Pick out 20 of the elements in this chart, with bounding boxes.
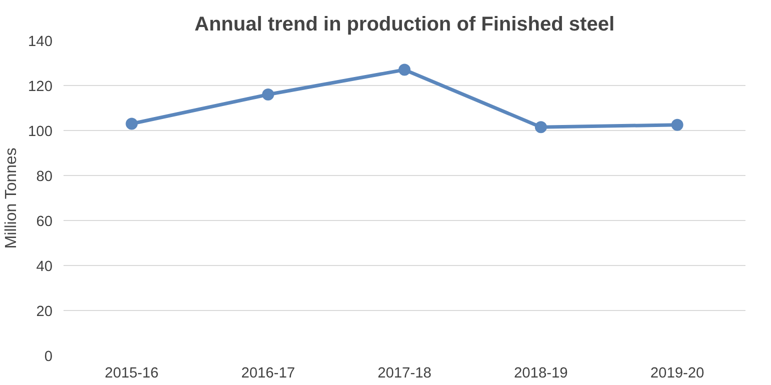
y-tick-label: 40: [36, 259, 53, 275]
x-tick-label: 2018-19: [514, 366, 568, 382]
x-tick-label: 2019-20: [650, 366, 704, 382]
y-tick-label: 80: [36, 169, 53, 185]
point: [398, 64, 410, 76]
y-tick-label: 0: [44, 349, 53, 365]
point: [262, 88, 274, 100]
point: [671, 118, 684, 131]
x-tick-label: 2015-16: [104, 366, 159, 382]
y-tick-label: 20: [36, 304, 53, 320]
x-tick-label: 2016-17: [241, 366, 296, 382]
x-tick-label: 2017-18: [378, 366, 432, 382]
y-tick-label: 60: [36, 214, 53, 230]
point: [534, 121, 547, 134]
chart-title: Annual trend in production of Finished steel: [194, 14, 614, 36]
y-tick-label: 100: [28, 124, 53, 140]
y-axis-title: Million Tonnes: [3, 148, 20, 249]
y-tick-label: 120: [28, 79, 53, 95]
y-tick-label: 140: [28, 34, 53, 50]
point: [126, 118, 138, 130]
